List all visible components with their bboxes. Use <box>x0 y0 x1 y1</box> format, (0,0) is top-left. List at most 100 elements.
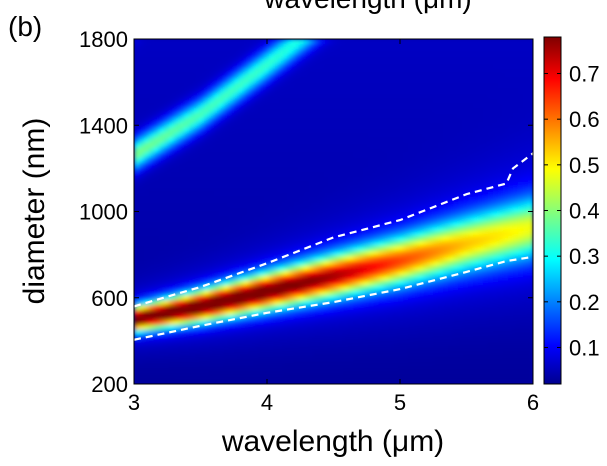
heatmap-cell <box>418 63 424 70</box>
heatmap-cell <box>253 241 260 247</box>
heatmap-cell <box>253 364 260 370</box>
heatmap-cell <box>393 275 399 282</box>
heatmap-cell <box>388 280 394 287</box>
heatmap-cell <box>198 241 205 247</box>
heatmap-cell <box>478 147 484 153</box>
heatmap-cell <box>308 58 315 65</box>
heatmap-cell <box>143 250 150 257</box>
heatmap-cell <box>428 295 434 301</box>
heatmap-cell <box>398 181 404 188</box>
heatmap-cell <box>243 236 250 242</box>
heatmap-cell <box>388 108 394 114</box>
heatmap-cell <box>163 324 170 331</box>
heatmap-cell <box>323 103 330 109</box>
heatmap-cell <box>178 241 185 247</box>
heatmap-cell <box>223 231 230 237</box>
heatmap-cell <box>393 206 399 213</box>
heatmap-cell <box>468 181 474 188</box>
heatmap-cell <box>138 68 145 75</box>
heatmap-cell <box>163 137 170 144</box>
heatmap-cell <box>143 177 150 183</box>
heatmap-cell <box>448 344 454 351</box>
heatmap-cell <box>143 231 150 237</box>
heatmap-cell <box>178 305 185 311</box>
heatmap-cell <box>448 236 454 242</box>
heatmap-cell <box>238 186 245 193</box>
heatmap-cell <box>448 359 454 365</box>
heatmap-cell <box>468 265 474 272</box>
heatmap-cell <box>208 98 215 104</box>
heatmap-cell <box>373 48 379 55</box>
heatmap-cell <box>138 364 145 370</box>
heatmap-cell <box>393 285 399 291</box>
heatmap-cell <box>423 211 429 218</box>
heatmap-cell <box>313 290 320 296</box>
heatmap-cell <box>173 122 180 129</box>
heatmap-cell <box>228 73 235 80</box>
heatmap-cell <box>198 270 205 277</box>
heatmap-cell <box>358 73 365 80</box>
heatmap-cell <box>368 319 374 326</box>
heatmap-cell <box>153 68 160 75</box>
heatmap-cell <box>168 250 175 257</box>
heatmap-cell <box>193 334 200 341</box>
heatmap-cell <box>243 191 250 198</box>
heatmap-cell <box>368 201 374 208</box>
heatmap-cell <box>463 305 469 311</box>
heatmap-cell <box>143 122 150 129</box>
heatmap-cell <box>488 112 494 119</box>
heatmap-cell <box>368 300 374 306</box>
heatmap-cell <box>338 221 345 227</box>
heatmap-cell <box>218 255 225 262</box>
heatmap-cell <box>473 103 479 109</box>
heatmap-cell <box>433 374 439 380</box>
heatmap-cell <box>293 290 300 296</box>
heatmap-cell <box>228 275 235 282</box>
heatmap-cell <box>228 221 235 227</box>
heatmap-cell <box>318 280 325 287</box>
heatmap-cell <box>438 379 444 384</box>
heatmap-cell <box>333 122 340 129</box>
heatmap-cell <box>343 73 350 80</box>
heatmap-cell <box>143 280 150 287</box>
heatmap-cell <box>203 275 210 282</box>
heatmap-cell <box>253 132 260 139</box>
heatmap-cell <box>338 241 345 247</box>
heatmap-cell <box>223 78 230 84</box>
heatmap-cell <box>183 196 190 203</box>
heatmap-cell <box>183 339 190 346</box>
heatmap-cell <box>223 255 230 262</box>
heatmap-cell <box>438 221 444 227</box>
heatmap-cell <box>293 295 300 301</box>
heatmap-cell <box>288 58 295 65</box>
heatmap-cell <box>248 300 255 306</box>
heatmap-cell <box>168 211 175 218</box>
heatmap-cell <box>143 349 150 356</box>
heatmap-cell <box>288 108 295 114</box>
heatmap-cell <box>348 186 355 193</box>
heatmap-cell <box>134 305 140 311</box>
heatmap-cell <box>458 369 464 375</box>
heatmap-cell <box>303 349 310 356</box>
heatmap-cell <box>268 329 275 336</box>
heatmap-cell <box>413 117 419 124</box>
heatmap-cell <box>148 83 155 89</box>
heatmap-cell <box>263 305 270 311</box>
heatmap-cell <box>388 231 394 237</box>
heatmap-cell <box>388 246 394 252</box>
heatmap-cell <box>188 206 195 213</box>
heatmap-cell <box>173 275 180 282</box>
heatmap-cell <box>283 196 290 203</box>
heatmap-cell <box>328 246 335 252</box>
heatmap-cell <box>388 78 394 84</box>
heatmap-cell <box>408 285 414 291</box>
heatmap-cell <box>418 58 424 65</box>
heatmap-cell <box>463 43 469 50</box>
heatmap-cell <box>393 68 399 75</box>
heatmap-cell <box>153 58 160 65</box>
heatmap-cell <box>313 315 320 321</box>
heatmap-cell <box>163 280 170 287</box>
heatmap-cell <box>198 103 205 109</box>
heatmap-cell <box>368 196 374 203</box>
heatmap-cell <box>338 43 345 50</box>
